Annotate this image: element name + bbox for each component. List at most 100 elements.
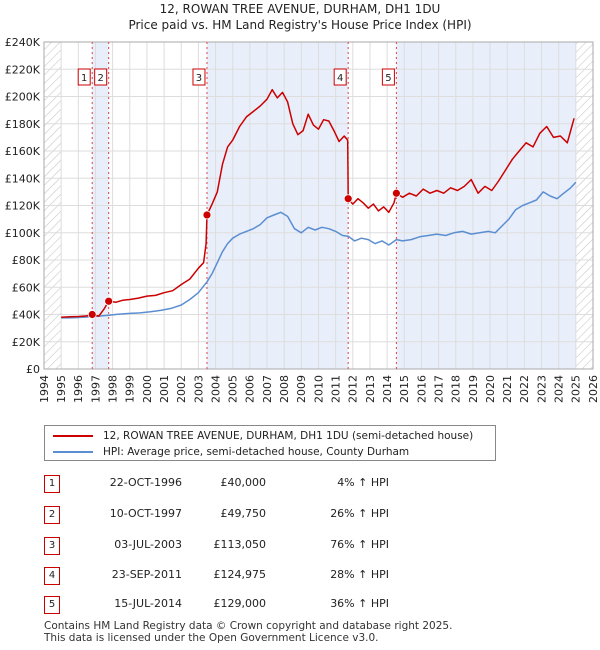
transaction-price: £124,975 — [213, 568, 267, 581]
sale-point — [87, 310, 97, 319]
transaction-hpi-change: 4% ↑ HPI — [337, 476, 389, 489]
transaction-number-badge: 1 — [44, 475, 60, 493]
y-tick-label: £220K — [5, 63, 41, 76]
x-tick-label: 1997 — [89, 375, 102, 403]
y-tick-label: £20K — [12, 336, 41, 349]
y-tick-label: £180K — [5, 118, 41, 131]
x-tick-label: 2024 — [553, 375, 566, 403]
sale-point — [391, 188, 401, 198]
x-tick-label: 2005 — [227, 375, 240, 403]
transaction-hpi-change: 26% ↑ HPI — [330, 507, 389, 520]
chart-legend: 12, ROWAN TREE AVENUE, DURHAM, DH1 1DU (… — [44, 425, 496, 461]
transaction-number-badge: 2 — [44, 506, 60, 524]
x-tick-label: 2011 — [330, 375, 343, 403]
sale-point — [343, 194, 353, 204]
x-tick-label: 2026 — [587, 375, 600, 403]
x-tick-label: 2021 — [501, 375, 514, 403]
sale-badge-label: 2 — [97, 73, 103, 84]
transaction-row: 1 22-OCT-1996 £40,000 4% ↑ HPI — [44, 475, 464, 495]
sale-badge-label: 3 — [196, 73, 202, 84]
sale-badge-box — [333, 68, 347, 86]
transaction-number-badge: 3 — [44, 537, 60, 555]
price-chart: 12, ROWAN TREE AVENUE, DURHAM, DH1 1DU P… — [5, 2, 600, 403]
transaction-date: 10-OCT-1997 — [109, 507, 182, 520]
y-tick-label: £60K — [12, 281, 41, 294]
footer-line: Contains HM Land Registry data © Crown c… — [44, 620, 453, 632]
x-tick-label: 2002 — [175, 375, 188, 403]
transaction-hpi-change: 76% ↑ HPI — [330, 538, 389, 551]
y-tick-label: £200K — [5, 91, 41, 104]
y-tick-label: £160K — [5, 145, 41, 158]
x-tick-label: 2009 — [295, 375, 308, 403]
plot-frame — [43, 41, 594, 370]
y-tick-label: £100K — [5, 227, 41, 240]
x-tick-label: 2004 — [209, 375, 222, 403]
x-tick-label: 2008 — [278, 375, 291, 403]
x-tick-label: 2025 — [570, 375, 583, 403]
transaction-hpi-change: 36% ↑ HPI — [330, 597, 389, 610]
x-tick-label: 2022 — [518, 375, 531, 403]
x-tick-label: 2014 — [381, 375, 394, 403]
sale-badge-box — [381, 68, 395, 86]
y-tick-label: £0 — [26, 363, 40, 376]
transaction-row: 3 03-JUL-2003 £113,050 76% ↑ HPI — [44, 537, 464, 557]
sale-badge-label: 4 — [337, 73, 343, 84]
sale-badge-box — [94, 68, 108, 86]
legend-swatch-property — [53, 435, 93, 437]
y-tick-label: £120K — [5, 200, 41, 213]
transaction-price: £129,000 — [213, 597, 267, 610]
y-tick-label: £140K — [5, 172, 41, 185]
footer-attribution: Contains HM Land Registry data © Crown c… — [44, 620, 452, 644]
x-tick-label: 2007 — [261, 375, 274, 403]
transaction-date: 15-JUL-2014 — [114, 597, 182, 610]
transaction-date: 23-SEP-2011 — [111, 568, 182, 581]
transaction-number-badge: 5 — [44, 596, 60, 614]
x-tick-label: 1999 — [124, 375, 137, 403]
y-tick-label: £240K — [5, 36, 41, 49]
chart-title: 12, ROWAN TREE AVENUE, DURHAM, DH1 1DU — [160, 2, 441, 16]
y-tick-label: £40K — [12, 309, 41, 322]
footer-line: This data is licensed under the Open Gov… — [44, 632, 379, 644]
transaction-number-badge: 4 — [44, 567, 60, 585]
x-tick-label: 2010 — [312, 375, 325, 403]
x-tick-label: 2023 — [535, 375, 548, 403]
x-tick-label: 2015 — [398, 375, 411, 403]
x-tick-label: 2018 — [450, 375, 463, 403]
transaction-date: 22-OCT-1996 — [109, 476, 182, 489]
x-tick-label: 2016 — [415, 375, 428, 403]
x-tick-label: 2006 — [244, 375, 257, 403]
sale-badge-label: 1 — [81, 73, 87, 84]
transaction-hpi-change: 28% ↑ HPI — [330, 568, 389, 581]
sale-point — [104, 296, 114, 306]
x-tick-label: 2019 — [467, 375, 480, 403]
transaction-row: 2 10-OCT-1997 £49,750 26% ↑ HPI — [44, 506, 464, 526]
x-tick-label: 2001 — [158, 375, 171, 403]
sale-point — [202, 210, 212, 220]
x-tick-label: 2003 — [192, 375, 205, 403]
sale-badge-label: 5 — [385, 73, 391, 84]
x-tick-label: 2020 — [484, 375, 497, 403]
transaction-date: 03-JUL-2003 — [114, 538, 182, 551]
x-tick-label: 2000 — [141, 375, 154, 403]
y-tick-label: £80K — [12, 254, 41, 267]
legend-item-hpi: HPI: Average price, semi-detached house,… — [53, 444, 409, 460]
legend-label-hpi: HPI: Average price, semi-detached house,… — [103, 446, 410, 458]
series-line-property — [61, 88, 575, 318]
legend-label-property: 12, ROWAN TREE AVENUE, DURHAM, DH1 1DU (… — [103, 430, 474, 442]
chart-subtitle: Price paid vs. HM Land Registry's House … — [128, 18, 471, 32]
legend-swatch-hpi — [53, 451, 93, 453]
x-tick-label: 2017 — [432, 375, 445, 403]
series-line-hpi — [61, 181, 577, 319]
x-tick-label: 2012 — [347, 375, 360, 403]
x-tick-label: 1998 — [106, 375, 119, 403]
transaction-price: £40,000 — [220, 476, 267, 489]
sale-badge-box — [192, 68, 206, 86]
transaction-price: £49,750 — [220, 507, 267, 520]
legend-item-property: 12, ROWAN TREE AVENUE, DURHAM, DH1 1DU (… — [53, 428, 473, 444]
transaction-row: 4 23-SEP-2011 £124,975 28% ↑ HPI — [44, 567, 464, 587]
x-tick-label: 2013 — [364, 375, 377, 403]
x-tick-label: 1994 — [38, 375, 51, 403]
sale-badge-box — [77, 68, 91, 86]
transaction-price: £113,050 — [213, 538, 267, 551]
x-tick-label: 1996 — [72, 375, 85, 403]
